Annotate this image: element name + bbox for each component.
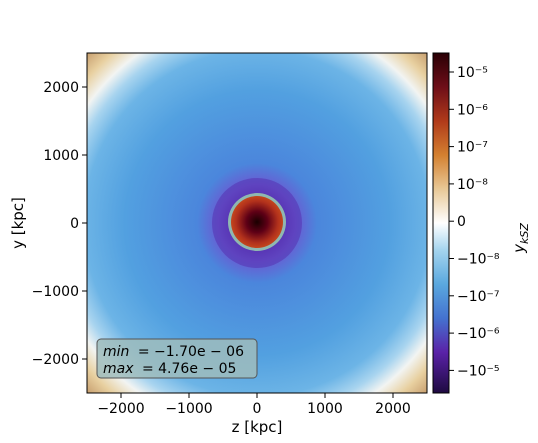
colorbar-gradient bbox=[432, 52, 450, 394]
y-tick-label: −2000 bbox=[32, 352, 79, 368]
colorbar: 10⁻⁵ 10⁻⁶ 10⁻⁷ 10⁻⁸ 0 −10⁻⁸ −10⁻⁷ −10⁻⁶ −10⁻⁵ yk… bbox=[432, 52, 531, 394]
min-value: = −1.70e − 06 bbox=[138, 344, 244, 360]
x-axis: −2000 −1000 0 1000 2000 bbox=[97, 393, 411, 417]
core-blob bbox=[231, 196, 283, 248]
svg-text:max = 4.76e − 05: max = 4.76e − 05 bbox=[103, 361, 236, 377]
min-label: min bbox=[103, 344, 129, 360]
svg-text:min = −1.70e − 06: min = −1.70e − 06 bbox=[103, 344, 244, 360]
colorbar-tick-label: −10⁻⁵ bbox=[457, 363, 500, 379]
colorbar-tick-label: −10⁻⁷ bbox=[457, 289, 500, 305]
heatmap-image bbox=[87, 53, 427, 393]
x-tick-label: −1000 bbox=[165, 401, 212, 417]
x-tick-label: 0 bbox=[253, 401, 262, 417]
colorbar-tick-label: 10⁻⁵ bbox=[457, 65, 488, 81]
colorbar-tick-label: 0 bbox=[457, 214, 466, 230]
max-label: max bbox=[103, 361, 134, 377]
colorbar-tick-label: −10⁻⁶ bbox=[457, 326, 500, 342]
y-axis-label: y [kpc] bbox=[9, 197, 27, 249]
colorbar-label: ykSZ bbox=[510, 223, 531, 254]
min-max-annotation: min = −1.70e − 06 max = 4.76e − 05 bbox=[96, 338, 258, 379]
colorbar-tick-label: 10⁻⁸ bbox=[457, 177, 488, 193]
colorbar-ticks: 10⁻⁵ 10⁻⁶ 10⁻⁷ 10⁻⁸ 0 −10⁻⁸ −10⁻⁷ −10⁻⁶ −10⁻⁵ bbox=[449, 65, 500, 379]
x-tick-label: 2000 bbox=[375, 401, 411, 417]
colorbar-tick-label: 10⁻⁶ bbox=[457, 102, 488, 118]
colorbar-tick-label: 10⁻⁷ bbox=[457, 140, 488, 156]
x-tick-label: 1000 bbox=[307, 401, 343, 417]
colorbar-tick-label: −10⁻⁸ bbox=[457, 252, 500, 268]
x-axis-label: z [kpc] bbox=[232, 418, 283, 436]
y-tick-label: −1000 bbox=[32, 284, 79, 300]
y-axis: −2000 −1000 0 1000 2000 bbox=[32, 80, 87, 368]
y-tick-label: 0 bbox=[70, 216, 79, 232]
y-tick-label: 1000 bbox=[43, 148, 79, 164]
y-tick-label: 2000 bbox=[43, 80, 79, 96]
x-tick-label: −2000 bbox=[97, 401, 144, 417]
max-value: = 4.76e − 05 bbox=[142, 361, 236, 377]
